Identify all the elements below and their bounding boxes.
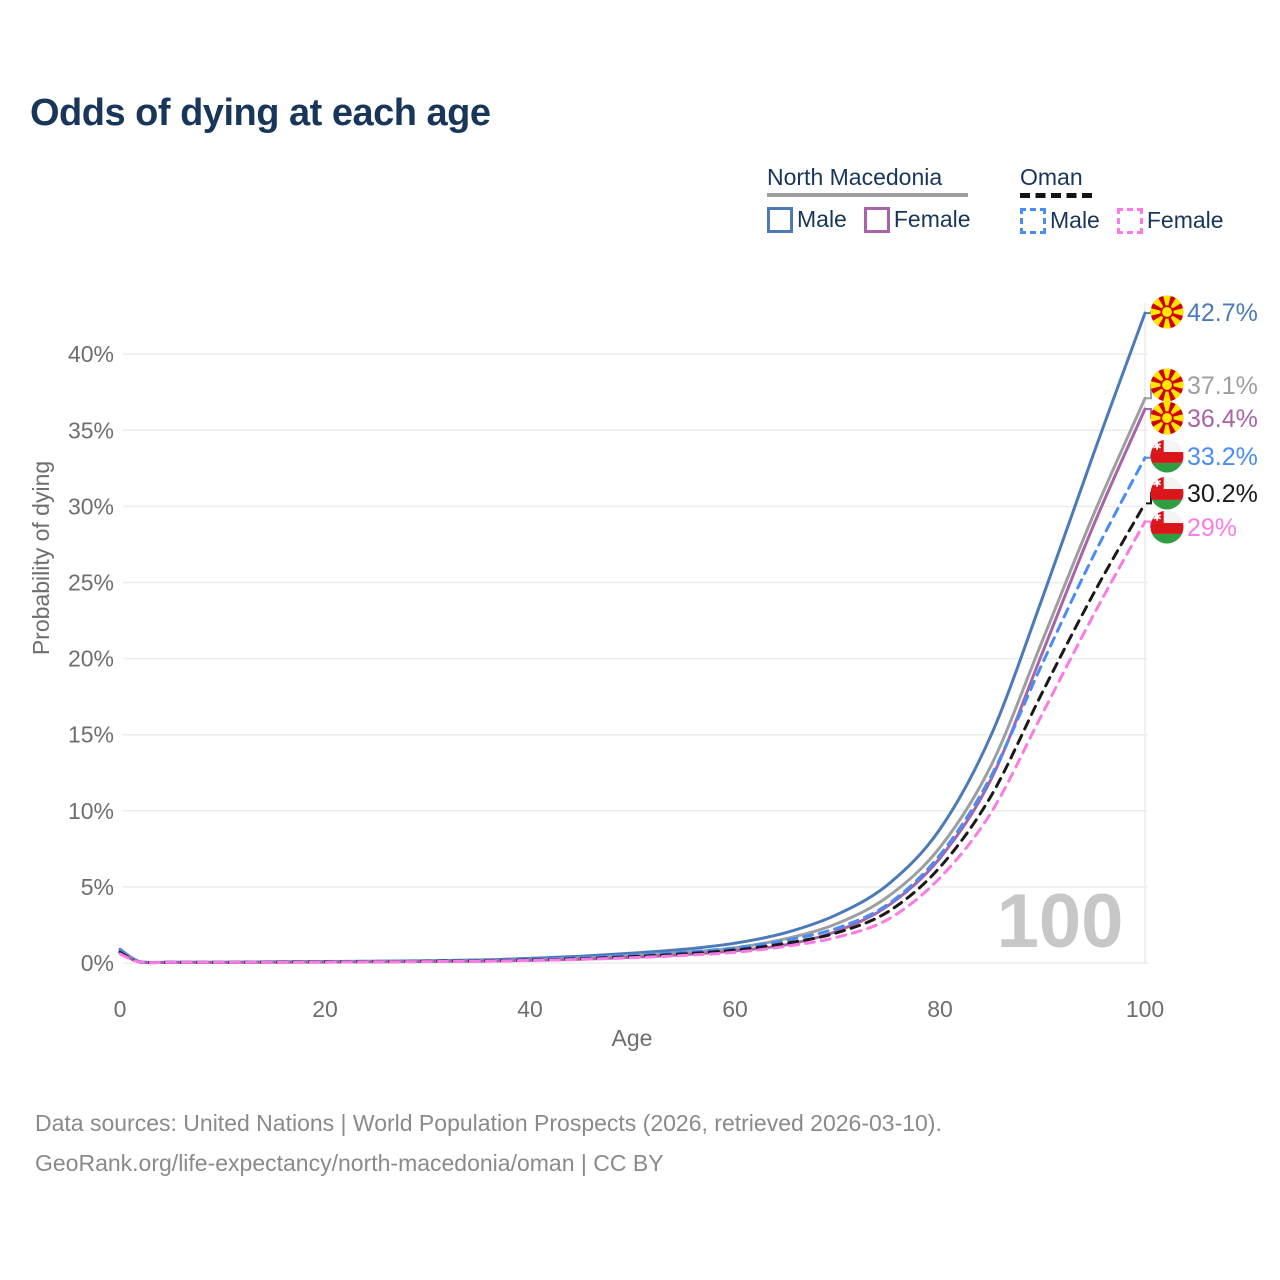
page-title: Odds of dying at each age: [30, 92, 491, 134]
data-sources-text: Data sources: United Nations | World Pop…: [35, 1110, 942, 1136]
series-line-north-macedonia-male: [118, 311, 1147, 964]
y-tick-label: 20%: [68, 646, 114, 672]
end-label-north-macedonia-both-sexes: 37.1%: [1187, 372, 1258, 400]
series-line-north-macedonia-both-sexes: [118, 396, 1147, 965]
legend-label-om-female: Female: [1146, 207, 1224, 234]
mk-flag-icon: [1150, 368, 1184, 402]
end-label-oman-both-sexes: 30.2%: [1187, 480, 1258, 508]
legend-group-north-macedonia: North Macedonia Male Female: [767, 164, 971, 233]
x-tick-label: 0: [114, 996, 127, 1022]
legend-row-oman: Male Female: [1020, 207, 1224, 234]
legend-row-north-macedonia: Male Female: [767, 206, 971, 233]
legend-country-north-macedonia: North Macedonia: [767, 164, 943, 190]
series-lines: [118, 311, 1147, 965]
x-tick-label: 100: [1126, 996, 1164, 1022]
series-line-north-macedonia-female: [118, 407, 1147, 965]
legend-item-om-female[interactable]: Female: [1116, 207, 1224, 234]
legend-country-oman: Oman: [1020, 164, 1083, 190]
om-male-swatch-icon: [1020, 207, 1046, 234]
x-tick-label: 60: [722, 996, 748, 1022]
legend-item-om-male[interactable]: Male: [1020, 207, 1100, 234]
om-flag-icon: [1150, 476, 1184, 510]
legend-group-oman: Oman Male Female: [1020, 164, 1224, 234]
y-tick-label: 0%: [81, 950, 114, 976]
y-axis-title: Probability of dying: [28, 461, 54, 655]
legend-label-nm-male: Male: [797, 206, 847, 233]
nm-female-swatch-icon: [863, 206, 890, 233]
end-label-oman-male: 33.2%: [1187, 443, 1258, 471]
legend-item-nm-female[interactable]: Female: [863, 206, 971, 233]
x-tick-label: 80: [927, 996, 953, 1022]
y-tick-label: 5%: [81, 874, 114, 900]
x-tick-label: 20: [312, 996, 338, 1022]
legend-underline-dashed: [1020, 193, 1092, 199]
y-tick-label: 35%: [68, 417, 114, 443]
y-tick-label: 25%: [68, 570, 114, 596]
mk-flag-icon: [1150, 401, 1184, 435]
y-tick-label: 15%: [68, 722, 114, 748]
attribution-link-text[interactable]: GeoRank.org/life-expectancy/north-macedo…: [35, 1150, 664, 1176]
y-tick-label: 10%: [68, 798, 114, 824]
om-flag-icon: [1150, 510, 1184, 544]
nm-male-swatch-icon: [767, 206, 793, 233]
x-axis-title: Age: [612, 1025, 653, 1051]
end-label-north-macedonia-female: 36.4%: [1187, 405, 1258, 433]
om-flag-icon: [1150, 439, 1184, 473]
x-tick-label: 40: [517, 996, 543, 1022]
end-label-oman-female: 29%: [1187, 514, 1237, 542]
om-female-swatch-icon: [1116, 207, 1143, 234]
series-line-oman-female: [118, 520, 1147, 965]
legend-label-om-male: Male: [1050, 207, 1100, 234]
mk-flag-icon: [1150, 295, 1184, 329]
y-tick-label: 30%: [68, 493, 114, 519]
end-labels: 42.7% 37.1% 36.4% 33.2% 30.2% 29%: [1146, 295, 1258, 544]
gridlines: 0% 5% 10% 15% 20% 25% 30% 35% 40%: [68, 303, 1148, 976]
age-watermark: 100: [997, 879, 1124, 964]
y-tick-label: 40%: [68, 341, 114, 367]
legend-item-nm-male[interactable]: Male: [767, 206, 847, 233]
legend-underline-solid: [767, 193, 968, 198]
legend-label-nm-female: Female: [893, 206, 971, 233]
end-label-north-macedonia-male: 42.7%: [1187, 299, 1258, 327]
